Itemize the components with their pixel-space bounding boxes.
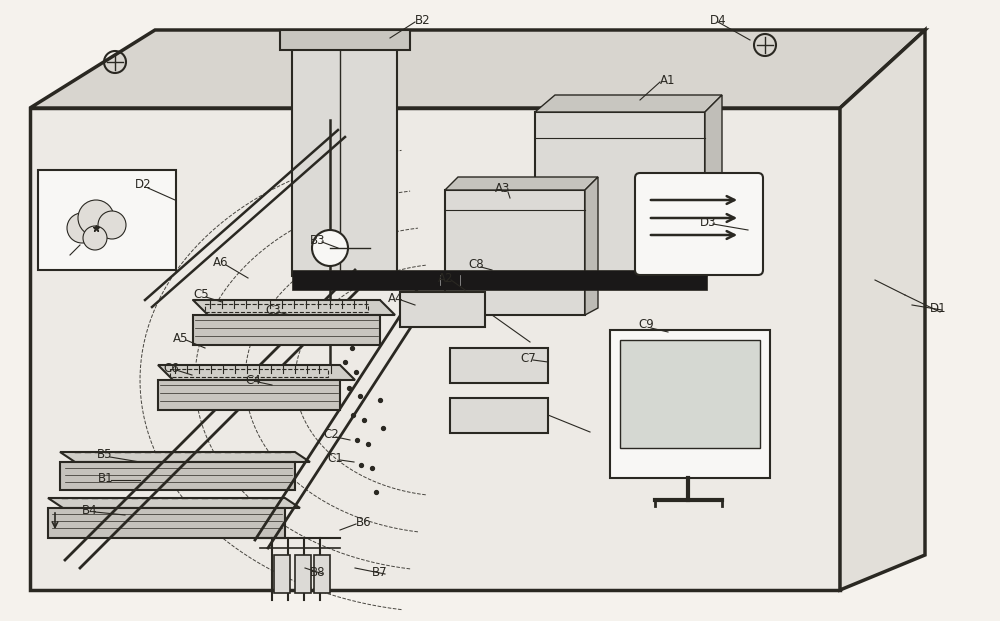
Polygon shape (400, 292, 485, 327)
Text: D3: D3 (700, 215, 716, 229)
Polygon shape (60, 462, 295, 490)
Text: D4: D4 (710, 14, 727, 27)
Polygon shape (38, 170, 176, 270)
Polygon shape (450, 398, 548, 433)
Polygon shape (30, 30, 925, 108)
FancyBboxPatch shape (635, 173, 763, 275)
Text: B3: B3 (310, 233, 326, 247)
Text: A6: A6 (213, 256, 228, 270)
Polygon shape (445, 177, 598, 190)
Text: B6: B6 (356, 515, 372, 528)
Polygon shape (295, 555, 311, 593)
Polygon shape (292, 270, 707, 290)
Circle shape (78, 200, 114, 236)
Text: D2: D2 (135, 178, 152, 191)
Text: B4: B4 (82, 504, 98, 517)
Text: C8: C8 (468, 258, 484, 271)
Polygon shape (48, 508, 285, 538)
Polygon shape (158, 380, 340, 410)
Text: B1: B1 (98, 471, 114, 484)
Polygon shape (48, 498, 300, 508)
Circle shape (98, 211, 126, 239)
Text: C3: C3 (265, 304, 281, 317)
Polygon shape (535, 95, 722, 112)
Text: D1: D1 (930, 302, 947, 314)
Polygon shape (535, 112, 705, 280)
Polygon shape (158, 365, 355, 380)
Polygon shape (193, 300, 395, 315)
Polygon shape (445, 190, 585, 315)
Polygon shape (314, 555, 330, 593)
Polygon shape (585, 177, 598, 315)
Text: C2: C2 (323, 428, 339, 442)
Polygon shape (840, 30, 925, 590)
Text: B2: B2 (415, 14, 431, 27)
Text: A3: A3 (495, 181, 510, 194)
Polygon shape (450, 348, 548, 383)
Polygon shape (705, 95, 722, 278)
Polygon shape (610, 330, 770, 478)
Text: C6: C6 (163, 361, 179, 374)
Text: C4: C4 (245, 373, 261, 386)
Circle shape (83, 226, 107, 250)
Polygon shape (292, 38, 397, 276)
Circle shape (67, 213, 97, 243)
Text: A2: A2 (438, 271, 454, 284)
Text: A5: A5 (173, 332, 188, 345)
Polygon shape (620, 340, 760, 448)
Text: B5: B5 (97, 448, 112, 461)
Polygon shape (30, 108, 840, 590)
Text: A4: A4 (388, 291, 404, 304)
Text: B7: B7 (372, 566, 388, 579)
Polygon shape (60, 452, 310, 462)
Text: B8: B8 (310, 566, 326, 579)
Text: C5: C5 (193, 289, 209, 302)
Text: A1: A1 (660, 73, 676, 86)
Polygon shape (274, 555, 290, 593)
Text: C9: C9 (638, 319, 654, 332)
Polygon shape (193, 315, 380, 345)
Polygon shape (280, 30, 410, 50)
Circle shape (312, 230, 348, 266)
Text: C1: C1 (327, 451, 343, 465)
Text: C7: C7 (520, 351, 536, 365)
